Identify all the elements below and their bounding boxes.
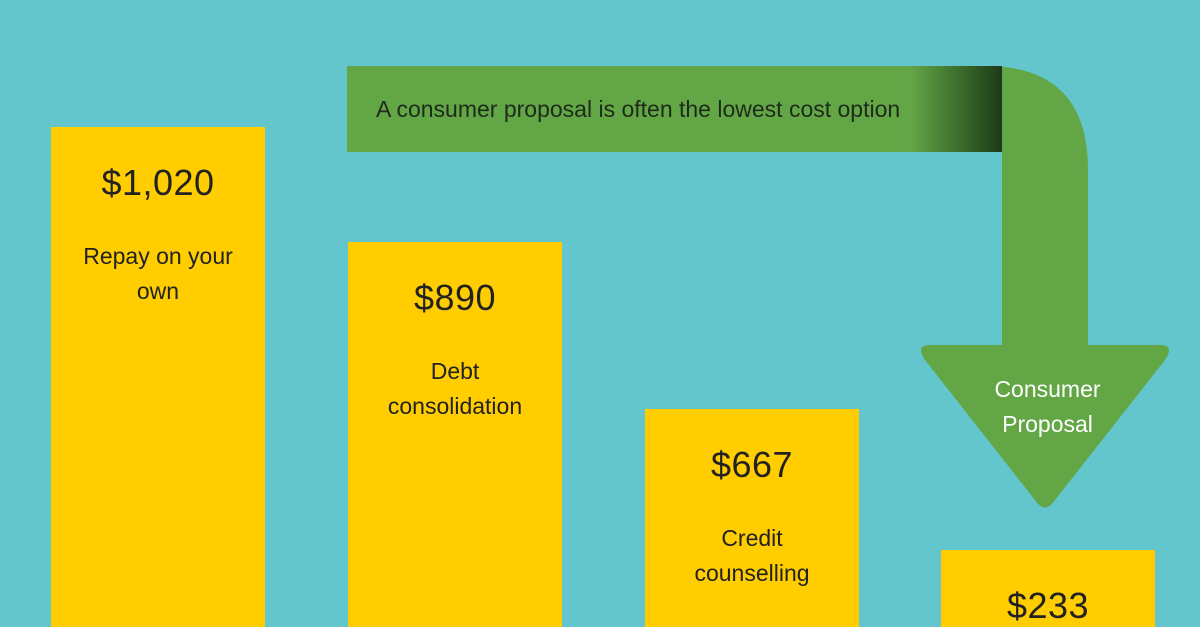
- annotation-text: A consumer proposal is often the lowest …: [376, 96, 901, 122]
- bar-credit-counselling: $667 Credit counselling: [645, 409, 859, 627]
- arrow-shape: [921, 66, 1169, 508]
- bar-category-label: Credit counselling: [694, 525, 810, 586]
- bar-category-label: Repay on your own: [83, 243, 233, 304]
- bar-value-label: $667: [710, 444, 794, 485]
- bar-category-label: Debt consolidation: [387, 358, 523, 419]
- bar-debt-consolidation: $890 Debt consolidation: [348, 242, 562, 627]
- bar-value-label: $233: [1006, 585, 1090, 626]
- bar-consumer-proposal: $233: [941, 550, 1155, 627]
- arrow-label: Consumer Proposal: [994, 376, 1101, 437]
- annotation-banner: A consumer proposal is often the lowest …: [347, 66, 1002, 152]
- bar-value-label: $890: [413, 277, 497, 318]
- bar-value-label: $1,020: [101, 162, 215, 203]
- bar-repay-on-your-own: $1,020 Repay on your own: [51, 127, 265, 627]
